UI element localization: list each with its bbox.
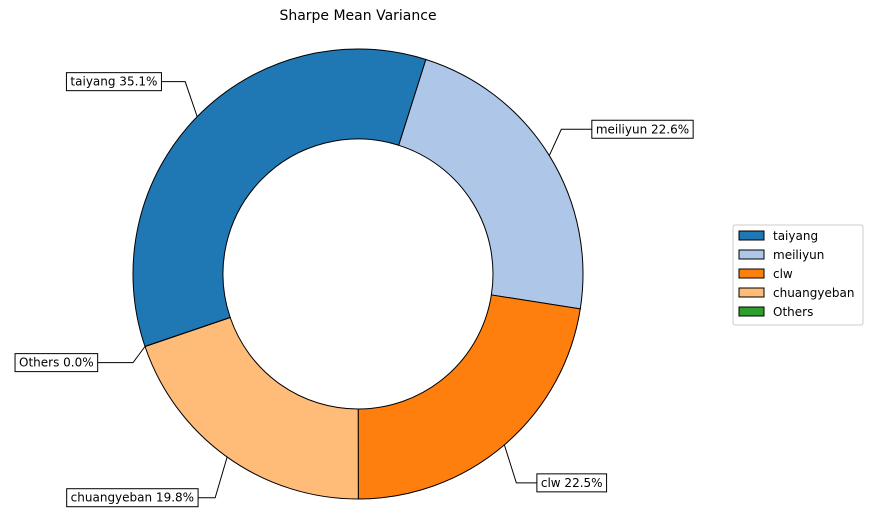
slice-label-taiyang: taiyang 35.1%: [70, 75, 157, 89]
slice-label-clw: clw 22.5%: [541, 476, 603, 490]
chart-title: Sharpe Mean Variance: [279, 8, 436, 24]
slice-others: [144, 317, 231, 347]
slice-clw: [357, 294, 581, 500]
legend: taiyang meiliyun clw chuangyeban Others: [732, 224, 864, 326]
leader-line-taiyang: [161, 81, 198, 117]
slice-label-box-others: [14, 353, 99, 373]
slice-label-box-taiyang: [65, 72, 162, 92]
legend-label-meiliyun: meiliyun: [773, 248, 824, 262]
slices-group: [132, 48, 584, 500]
slice-chuangyeban: [144, 316, 359, 500]
legend-swatch-chuangyeban: [738, 287, 765, 298]
legend-label-taiyang: taiyang: [773, 229, 818, 243]
slice-label-box-chuangyeban: [66, 488, 199, 508]
slice-label-box-meiliyun: [591, 119, 694, 139]
legend-swatch-clw: [738, 268, 765, 279]
leader-line-chuangyeban: [198, 456, 228, 499]
slice-meiliyun: [398, 58, 584, 310]
leader-line-meiliyun: [548, 128, 592, 156]
legend-label-others: Others: [773, 305, 813, 319]
leader-line-others: [97, 346, 146, 364]
slice-label-others: Others 0.0%: [19, 356, 94, 370]
legend-label-clw: clw: [773, 267, 793, 281]
slice-label-box-clw: [536, 473, 608, 493]
leader-line-clw: [503, 444, 537, 484]
legend-swatch-others: [738, 306, 765, 317]
slice-taiyang: [132, 48, 427, 348]
slice-label-meiliyun: meiliyun 22.6%: [596, 122, 689, 136]
legend-swatch-meiliyun: [738, 249, 765, 260]
legend-label-chuangyeban: chuangyeban: [773, 286, 854, 300]
slice-labels-group: taiyang 35.1% meiliyun 22.6% clw 22.5% chua…: [14, 72, 694, 508]
legend-frame: [732, 224, 864, 326]
slice-label-chuangyeban: chuangyeban 19.8%: [71, 491, 194, 505]
legend-swatch-taiyang: [738, 230, 765, 241]
